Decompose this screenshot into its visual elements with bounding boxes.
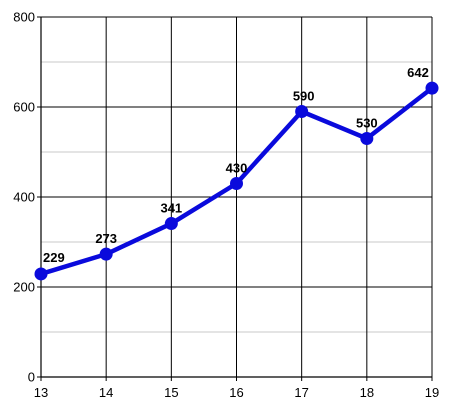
axes [37,16,433,381]
x-tick-label: 13 [34,385,48,400]
y-tick-label: 600 [13,100,35,115]
x-tick-label: 14 [99,385,113,400]
x-tick-label: 15 [164,385,178,400]
data-label: 642 [407,65,429,80]
data-label: 229 [43,250,65,265]
data-point [99,247,113,261]
data-label: 430 [226,161,248,176]
data-point [295,105,309,118]
data-label: 341 [160,201,182,216]
y-tick-label: 200 [13,280,35,295]
data-label: 273 [95,231,117,246]
y-tick-label: 800 [13,10,35,25]
x-tick-label: 18 [360,385,374,400]
series-points [34,81,439,281]
major-gridlines [40,16,433,378]
x-tick-label: 19 [425,385,439,400]
y-tick-label: 0 [28,370,35,385]
data-labels: 229 273 341 430 590 530 642 [43,65,429,265]
data-label: 530 [356,116,378,131]
data-point [425,81,439,95]
data-point [360,132,374,145]
y-tick-label: 400 [13,190,35,205]
data-point [164,217,178,231]
tick-labels: 0 200 400 600 800 13 14 15 16 17 18 19 [13,10,439,401]
data-point [34,267,48,281]
x-tick-label: 16 [229,385,243,400]
data-point [230,177,243,190]
data-label: 590 [293,89,315,104]
x-tick-label: 17 [294,385,308,400]
